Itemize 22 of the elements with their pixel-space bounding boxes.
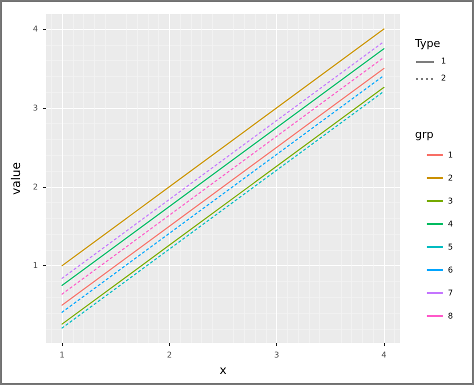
- x-tick-label: 1: [60, 350, 65, 360]
- y-axis-title: value: [9, 162, 23, 195]
- text: Type: [414, 37, 440, 50]
- y-tick-label: 2: [32, 182, 38, 192]
- y-tick-label: 1: [32, 261, 38, 270]
- legend-label: 2: [448, 174, 454, 182]
- text: 1: [441, 56, 446, 66]
- x-axis-title: x: [219, 362, 227, 377]
- legend-label: 6: [448, 266, 454, 274]
- x-tick-label: 4: [381, 350, 386, 360]
- x-tick-label: 3: [274, 350, 280, 360]
- legend-label: 7: [448, 288, 454, 298]
- legend-label: 5: [448, 242, 454, 252]
- x-tick-label: 2: [166, 350, 172, 360]
- legend-label: 1: [448, 150, 454, 160]
- y-tick-label: 4: [32, 24, 38, 34]
- legend-label: 4: [448, 220, 454, 228]
- legend-title: grp: [415, 128, 434, 141]
- legend-label: 8: [448, 312, 454, 320]
- text: 2: [441, 74, 446, 82]
- y-tick-label: 3: [32, 103, 38, 112]
- legend-label: 3: [448, 196, 454, 206]
